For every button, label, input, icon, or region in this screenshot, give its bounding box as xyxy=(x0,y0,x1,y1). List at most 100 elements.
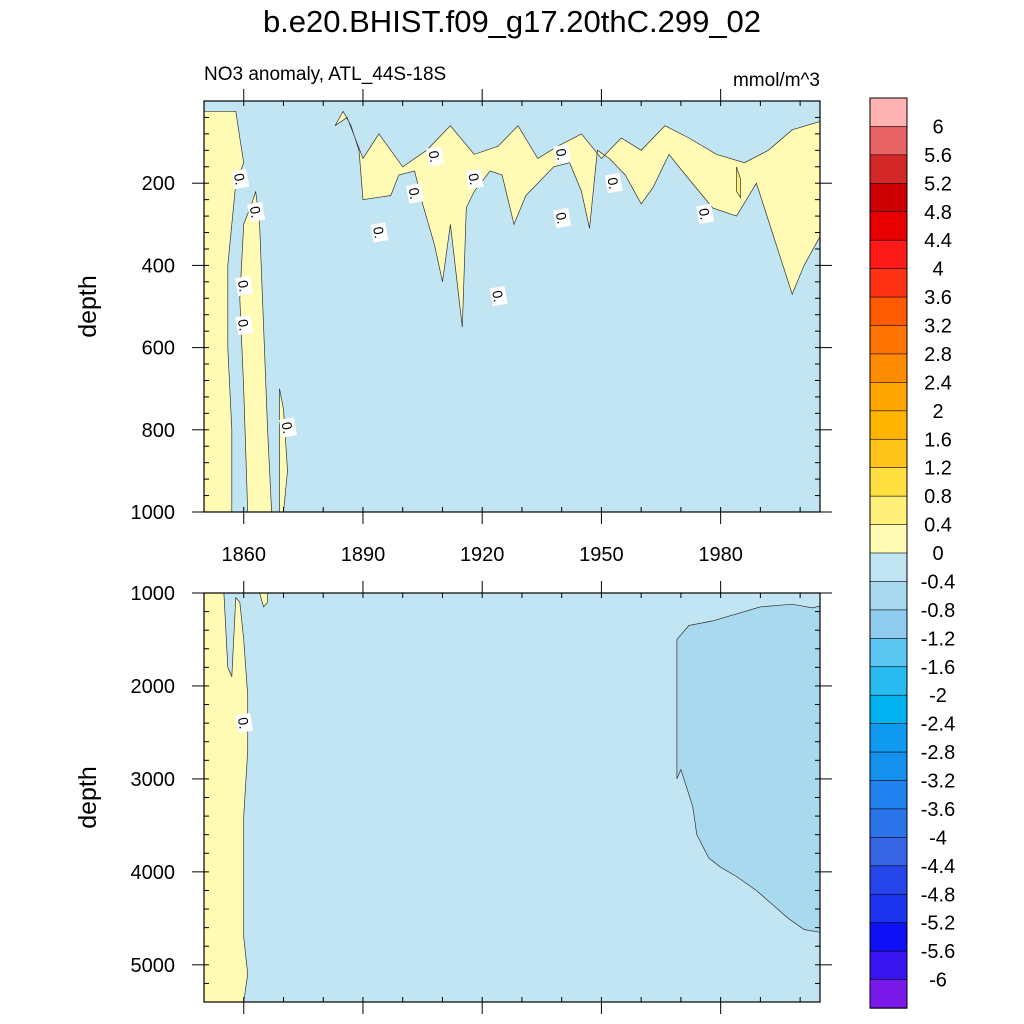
contour-label-text: 0. xyxy=(696,207,714,221)
color-swatch xyxy=(869,438,908,469)
colorbar-label: -6 xyxy=(929,970,947,992)
x-tick-label: 1950 xyxy=(579,544,624,566)
color-swatch xyxy=(869,495,908,526)
contour-label-text: 0. xyxy=(604,176,622,190)
color-swatch xyxy=(869,552,908,583)
color-swatch xyxy=(869,979,908,1009)
colorbar-label: -4.4 xyxy=(921,856,955,878)
positive-anomaly-region xyxy=(259,593,268,608)
contour-label: 0. xyxy=(235,275,254,297)
x-tick-label: 1890 xyxy=(341,544,386,566)
y-tick-label: 5000 xyxy=(131,955,176,977)
color-legend: 6 5.6 5.2 4.8 4.4 4 3.6 3.2 2.8 2.4 2 1.6 1.2 0.8 0.4 0… xyxy=(869,97,955,1009)
contour-label: 0. xyxy=(235,712,254,734)
contour-label-box xyxy=(370,222,389,243)
y-tick-label: 2000 xyxy=(131,676,176,698)
colorbar-label: -0.8 xyxy=(921,600,955,622)
color-swatch xyxy=(869,410,908,440)
color-swatch xyxy=(869,581,908,611)
contour-label: 0. xyxy=(406,183,425,204)
y-tick-label: 600 xyxy=(142,338,175,360)
x-tick-label: 1860 xyxy=(221,544,266,566)
contour-label: 0. xyxy=(553,207,572,229)
colorbar-frame xyxy=(869,97,908,1009)
color-swatch xyxy=(869,467,908,497)
contour-label-text: 0. xyxy=(235,279,253,293)
contour-label: 0. xyxy=(426,146,444,167)
color-swatch xyxy=(869,524,908,554)
colorbar-label: -2 xyxy=(929,685,947,707)
colorbar-label: -4.8 xyxy=(921,884,955,906)
color-swatch xyxy=(869,666,908,696)
contour-label: 0. xyxy=(231,168,250,190)
color-swatch xyxy=(869,382,908,412)
colorbar-label: 0 xyxy=(932,543,943,565)
negative-anomaly-region xyxy=(676,603,820,933)
color-swatch xyxy=(869,97,908,128)
color-swatch xyxy=(869,268,908,298)
contour-label: 0. xyxy=(696,203,715,225)
y-axis-label: depth xyxy=(74,275,102,338)
colorbar-label: -2.4 xyxy=(921,714,955,736)
color-swatch xyxy=(869,694,908,725)
units-subtitle: mmol/m^3 xyxy=(732,70,820,91)
y-tick-label: 1000 xyxy=(131,502,176,524)
colorbar-label: 2 xyxy=(932,401,943,423)
color-swatch xyxy=(869,239,908,270)
colorbar-label: -0.4 xyxy=(921,571,955,593)
colorbar-label: -3.2 xyxy=(921,771,955,793)
color-swatch xyxy=(869,865,908,895)
colorbar-label: 2.4 xyxy=(924,372,952,394)
x-tick-label: 1980 xyxy=(698,544,743,566)
contour-label-box xyxy=(406,183,425,204)
colorbar-label: -1.2 xyxy=(921,628,955,650)
contour-label-text: 0. xyxy=(406,186,424,200)
contour-label-box xyxy=(235,314,254,336)
color-swatch xyxy=(869,723,908,753)
x-tick-label: 1920 xyxy=(460,544,505,566)
contour-label-text: 0. xyxy=(235,716,253,730)
color-swatch xyxy=(869,154,908,185)
colorbar-label: 5.6 xyxy=(924,145,952,167)
color-swatch xyxy=(869,950,908,981)
variable-subtitle: NO3 anomaly, ATL_44S-18S xyxy=(204,64,447,85)
y-tick-label: 400 xyxy=(142,255,175,277)
y-tick-label: 800 xyxy=(142,420,175,442)
contour-label-box xyxy=(604,172,623,194)
color-swatch xyxy=(869,922,908,952)
y-tick-label: 3000 xyxy=(131,769,176,791)
contour-label: 0. xyxy=(489,285,508,307)
contour-label-box xyxy=(279,417,297,438)
positive-anomaly-region xyxy=(204,593,249,1002)
contour-label-box xyxy=(235,275,254,297)
contour-label-box xyxy=(553,207,572,229)
y-axis-label: depth xyxy=(74,766,102,829)
contour-label: 0. xyxy=(465,168,484,190)
colorbar-label: 4.8 xyxy=(924,202,952,224)
contour-label-box xyxy=(235,712,254,734)
color-swatch xyxy=(869,183,908,213)
positive-anomaly-region xyxy=(239,191,272,512)
colorbar-label: 4.4 xyxy=(924,230,952,252)
contour-label-text: 0. xyxy=(279,421,297,435)
color-swatch xyxy=(869,609,908,640)
contour-label-box xyxy=(465,168,484,190)
contour-label-box xyxy=(231,168,250,190)
contour-label-text: 0. xyxy=(553,211,571,225)
color-swatch xyxy=(869,211,908,241)
plot-frame xyxy=(203,100,821,513)
color-swatch xyxy=(869,780,908,810)
contour-label-box xyxy=(489,285,508,307)
contour-label-text: 0. xyxy=(235,318,253,332)
colorbar-label: 0.4 xyxy=(924,515,952,537)
colorbar-label: 1.2 xyxy=(924,458,952,480)
contour-label: 0. xyxy=(247,201,266,223)
colorbar-label: -2.8 xyxy=(921,742,955,764)
positive-anomaly-region xyxy=(334,110,820,328)
colorbar-label: -5.2 xyxy=(921,913,955,935)
positive-anomaly-region xyxy=(279,388,288,512)
colorbar-label: 0.8 xyxy=(924,486,952,508)
colorbar-label: 3.6 xyxy=(924,287,952,309)
contour-label-text: 0. xyxy=(370,225,388,239)
color-swatch xyxy=(869,296,908,327)
